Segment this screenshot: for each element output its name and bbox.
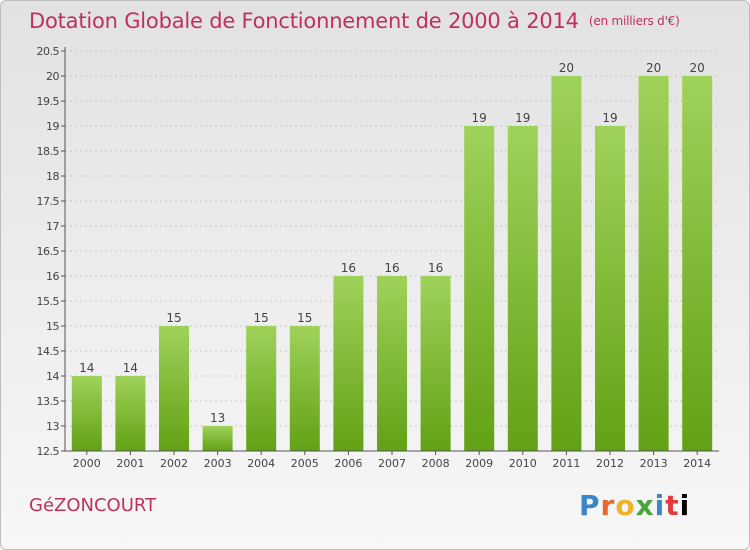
x-tick-label: 2006 — [334, 457, 362, 470]
x-tick-label: 2004 — [247, 457, 275, 470]
bar-2006 — [333, 276, 364, 451]
x-tick-label: 2011 — [552, 457, 580, 470]
bar-2003 — [202, 426, 233, 451]
y-tick-label: 14.5 — [37, 345, 60, 358]
unit-label: (en milliers d'€) — [588, 14, 680, 28]
bar-value-label: 13 — [210, 411, 225, 425]
bar-value-label: 15 — [254, 311, 269, 325]
y-tick-label: 18 — [46, 170, 59, 183]
x-tick-label: 2008 — [422, 457, 450, 470]
bar-value-label: 20 — [646, 61, 661, 75]
y-tick-label: 19.5 — [37, 95, 60, 108]
bar-2002 — [159, 326, 189, 451]
bar-2000 — [71, 376, 102, 451]
x-tick-label: 2013 — [640, 457, 668, 470]
bar-2001 — [115, 376, 146, 451]
y-tick-label: 17 — [46, 220, 59, 233]
bar-2009 — [464, 126, 495, 451]
chart-title: Dotation Globale de Fonctionnement de 20… — [29, 9, 680, 33]
bar-value-label: 16 — [341, 261, 356, 275]
bar-2012 — [595, 126, 625, 451]
y-tick-label: 14 — [46, 370, 59, 383]
x-tick-label: 2009 — [465, 457, 493, 470]
bar-value-label: 15 — [166, 311, 181, 325]
bar-2008 — [420, 276, 451, 451]
bar-2007 — [377, 276, 407, 451]
bar-value-label: 16 — [428, 261, 443, 275]
bar-value-label: 19 — [515, 111, 530, 125]
proxiti-logo: Proxiti — [579, 489, 691, 522]
bar-2014 — [682, 76, 713, 451]
x-tick-label: 2003 — [204, 457, 232, 470]
commune-name: GéZONCOURT — [29, 495, 157, 516]
y-tick-label: 17.5 — [37, 195, 60, 208]
y-tick-label: 16.5 — [37, 245, 60, 258]
bar-2004 — [246, 326, 277, 451]
bar-value-label: 15 — [297, 311, 312, 325]
x-tick-label: 2002 — [160, 457, 188, 470]
y-tick-label: 19 — [46, 120, 59, 133]
bar-2011 — [551, 76, 582, 451]
y-tick-label: 18.5 — [37, 145, 60, 158]
x-tick-label: 2000 — [73, 457, 101, 470]
x-tick-label: 2010 — [509, 457, 537, 470]
bar-value-label: 19 — [472, 111, 487, 125]
y-tick-label: 20 — [46, 70, 59, 83]
bar-value-label: 20 — [690, 61, 705, 75]
y-tick-label: 15 — [46, 320, 59, 333]
y-tick-label: 13 — [46, 420, 59, 433]
bar-value-label: 16 — [384, 261, 399, 275]
y-tick-label: 16 — [46, 270, 59, 283]
y-tick-label: 13.5 — [37, 395, 60, 408]
bar-value-label: 14 — [123, 361, 138, 375]
bar-value-label: 20 — [559, 61, 574, 75]
x-tick-label: 2007 — [378, 457, 406, 470]
bar-2010 — [507, 126, 538, 451]
y-tick-label: 20.5 — [37, 45, 60, 58]
x-tick-label: 2005 — [291, 457, 319, 470]
x-tick-label: 2014 — [683, 457, 711, 470]
bar-value-label: 19 — [602, 111, 617, 125]
title-text: Dotation Globale de Fonctionnement de 20… — [29, 9, 579, 33]
bar-2013 — [638, 76, 669, 451]
x-tick-label: 2012 — [596, 457, 624, 470]
y-tick-label: 12.5 — [37, 445, 60, 458]
bar-2005 — [289, 326, 320, 451]
bar-value-label: 14 — [79, 361, 94, 375]
y-tick-label: 15.5 — [37, 295, 60, 308]
x-tick-label: 2001 — [116, 457, 144, 470]
